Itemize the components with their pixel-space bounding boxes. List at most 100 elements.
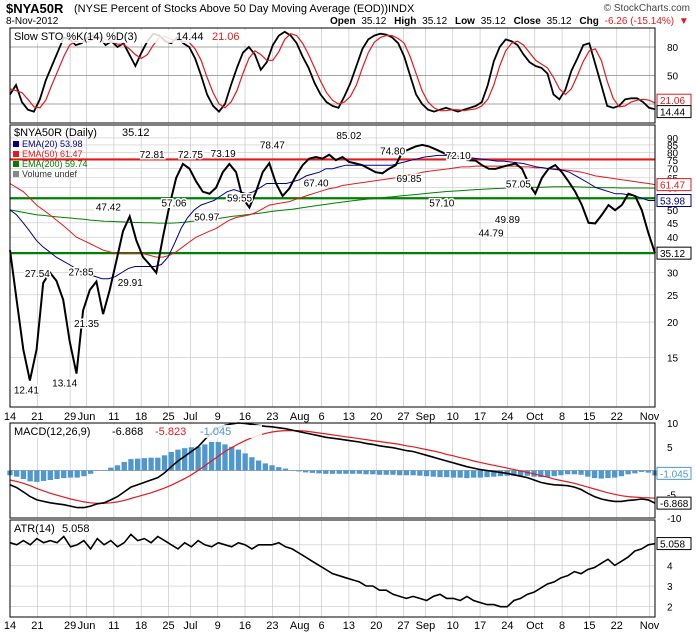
y-tick-label: 85 <box>667 141 679 152</box>
price-line <box>9 143 656 381</box>
macd-histogram-bar <box>188 447 195 471</box>
macd-histogram-bar <box>376 470 383 475</box>
x-tick-label: 11 <box>108 411 119 423</box>
x-tick-label: 15 <box>583 620 595 632</box>
data-label: 72.81 <box>140 150 165 161</box>
ema50-value-badge-box <box>656 178 692 192</box>
macd-histogram-bar <box>538 470 544 478</box>
symbol-description: (NYSE Percent of Stocks Above 50 Day Mov… <box>74 3 388 15</box>
chart-date: 8-Nov-2012 <box>6 16 59 27</box>
title-backdrop <box>12 30 252 43</box>
macd-histogram-bar <box>134 458 141 471</box>
y-tick-label: 5 <box>667 443 673 454</box>
macd-histogram-bar <box>94 470 101 471</box>
macd-histogram-bar <box>262 463 268 471</box>
macd-histogram-bar <box>397 470 403 476</box>
y-tick-label: 30 <box>667 268 679 279</box>
macd-histogram-bar <box>329 470 336 474</box>
x-tick-label: 16 <box>239 620 251 632</box>
stoch-k-value-badge-box <box>656 105 692 119</box>
macd-histogram-bar <box>423 470 430 477</box>
x-tick-label: 15 <box>583 411 595 423</box>
y-tick-label: 40 <box>667 233 679 244</box>
macd-histogram-bar <box>551 470 557 477</box>
macd-histogram-bar <box>618 470 625 477</box>
macd-histogram-bar <box>370 470 376 475</box>
macd-histogram-bar <box>202 444 208 471</box>
macd-histogram-bar <box>128 459 134 471</box>
macd-line <box>9 422 656 509</box>
macd-histogram-bar <box>645 470 651 473</box>
watermark: © StockCharts.com <box>604 3 690 14</box>
data-label: 29.91 <box>118 278 143 289</box>
x-tick-label: Sep <box>416 411 436 423</box>
macd-histogram-bar <box>54 470 60 480</box>
atr-value-badge: 5.058 <box>660 540 685 551</box>
open-value: 35.12 <box>361 16 386 27</box>
exchange: INDX <box>388 3 415 15</box>
x-tick-label: 22 <box>611 620 623 632</box>
macd-histogram-bar <box>605 470 611 479</box>
macd-histogram-bar <box>612 470 618 478</box>
data-label: 13.14 <box>52 379 77 390</box>
x-tick-label: 25 <box>162 411 174 423</box>
legend-swatch <box>13 151 19 157</box>
macd-title-hist: -1.045 <box>200 426 231 438</box>
macd-histogram-bar <box>229 446 235 471</box>
macd-histogram-bar <box>195 446 201 471</box>
y-tick-label: 25 <box>667 291 679 302</box>
y-tick-label: -5 <box>667 490 676 501</box>
legend-swatch <box>13 161 19 167</box>
data-label: 57.10 <box>429 199 454 210</box>
data-label: 47.42 <box>96 202 121 213</box>
macd-histogram-bar <box>249 457 255 471</box>
macd-histogram-bar <box>67 470 74 478</box>
data-label: 57.06 <box>161 199 186 210</box>
x-tick-label: 6 <box>319 411 325 423</box>
macd-histogram-bar <box>578 470 584 475</box>
title-backdrop <box>12 425 262 438</box>
price-value-badge-box <box>656 246 692 260</box>
x-tick-label: 18 <box>135 620 147 632</box>
atr-line <box>9 533 656 608</box>
data-label: 50.97 <box>194 213 219 224</box>
data-label: 21.35 <box>74 319 99 330</box>
macd-histogram-bar <box>517 470 524 476</box>
macd-histogram-bar <box>74 470 80 478</box>
macd-histogram-bar <box>544 470 551 478</box>
legend-entry: EMA(200) 59.74 <box>22 159 88 169</box>
x-tick-label: Aug <box>290 620 310 632</box>
macd-histogram-bar <box>571 470 578 475</box>
y-tick-label: 75 <box>667 156 679 167</box>
stoch-title: Slow STO %K(14) %D(3) <box>14 31 137 43</box>
y-tick-label: 20 <box>667 318 679 329</box>
panel-frame <box>9 27 656 124</box>
y-tick-label: 50 <box>667 72 679 83</box>
macd-title-signal: -5.823 <box>155 426 186 438</box>
x-tick-label: 24 <box>501 620 513 632</box>
data-label: 74.80 <box>380 147 405 158</box>
macd-histogram-bar <box>222 444 228 471</box>
macd-histogram-bar <box>208 442 215 471</box>
macd-histogram-bar <box>14 470 20 477</box>
macd-histogram-bar <box>585 470 591 477</box>
macd-histogram-bar <box>511 470 517 476</box>
macd-histogram-bar <box>316 470 322 474</box>
down-arrow-icon: ▼ <box>679 16 689 27</box>
macd-histogram-bar <box>34 470 40 482</box>
x-tick-label: 8 <box>559 411 565 423</box>
macd-histogram-bar <box>403 470 410 476</box>
data-label: 44.79 <box>479 228 504 239</box>
macd-histogram-bar <box>296 470 302 472</box>
close-label: Close <box>514 16 542 27</box>
data-label: 59.55 <box>227 193 252 204</box>
x-tick-label: Sep <box>416 620 436 632</box>
macd-histogram-bar <box>638 470 645 472</box>
ema200-line <box>9 186 656 224</box>
legend-swatch <box>13 171 19 177</box>
stoch-d-line <box>9 33 656 112</box>
x-tick-label: 27 <box>397 620 409 632</box>
macd-histogram-bar <box>470 470 477 478</box>
x-tick-label: 23 <box>266 620 278 632</box>
macd-histogram-bar <box>168 451 174 471</box>
